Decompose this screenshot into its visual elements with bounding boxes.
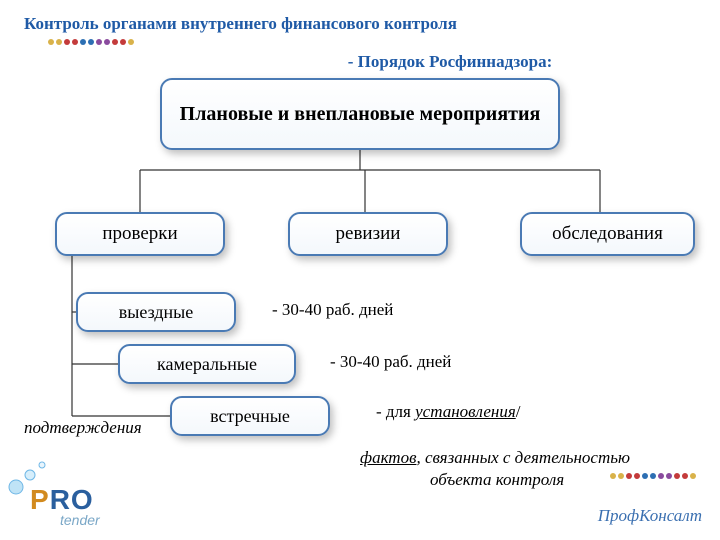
d3-suffix: / <box>516 402 521 421</box>
footer-brand: ПрофКонсалт <box>598 506 702 526</box>
confirm-label: подтверждения <box>24 418 142 438</box>
decor-dots-right <box>610 466 698 484</box>
decor-dots <box>24 32 696 50</box>
facts-line-2: объекта контроля <box>430 470 564 490</box>
slide-title: Контроль органами внутреннего финансовог… <box>0 0 720 76</box>
duration-3: - для установления/ <box>376 402 520 422</box>
node-field: выездные <box>76 292 236 332</box>
logo-sub: tender <box>60 512 100 528</box>
title-line-2: - Порядок Росфиннадзора: <box>204 52 696 72</box>
facts-rest: , связанных с деятельностью <box>416 448 630 467</box>
pro-tender-logo: PRO tender <box>30 484 100 528</box>
d3-underlined: установления <box>415 402 516 421</box>
node-check: проверки <box>55 212 225 256</box>
logo-ro: RO <box>50 484 94 515</box>
node-surv: обследования <box>520 212 695 256</box>
duration-1: - 30-40 раб. дней <box>272 300 393 320</box>
facts-line-1: фактов, связанных с деятельностью <box>360 448 630 468</box>
facts-prefix: фактов <box>360 448 416 467</box>
title-line-1: Контроль органами внутреннего финансовог… <box>24 14 696 34</box>
duration-2: - 30-40 раб. дней <box>330 352 451 372</box>
node-main: Плановые и внеплановые мероприятия <box>160 78 560 150</box>
d3-prefix: - для <box>376 402 415 421</box>
node-desk: камеральные <box>118 344 296 384</box>
node-rev: ревизии <box>288 212 448 256</box>
node-counter: встречные <box>170 396 330 436</box>
logo-p: P <box>30 484 50 515</box>
